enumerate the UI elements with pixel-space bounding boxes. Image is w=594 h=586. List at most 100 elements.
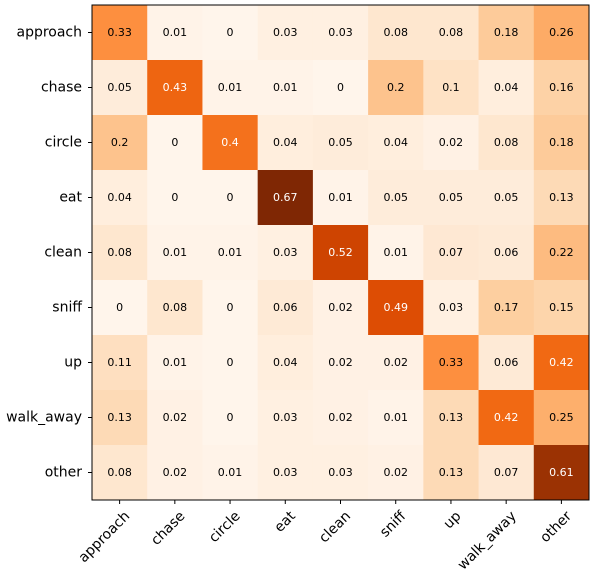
heatmap-cell-clean-sniff xyxy=(368,225,424,281)
x-tick-label-circle: circle xyxy=(206,508,244,546)
cell-value-label: 0.13 xyxy=(439,411,464,424)
x-tick-label-approach: approach xyxy=(76,508,134,566)
heatmap-cell-eat-approach xyxy=(92,170,148,226)
y-tick-label-approach: approach xyxy=(16,25,82,41)
cell-value-label: 0 xyxy=(227,301,234,314)
heatmap-cell-up-eat xyxy=(257,335,314,391)
heatmap-cells: 0.33 0.01 0 0.03 0.03 0.08 0.08 0.18 0.26 0.05 0.4… xyxy=(92,5,590,501)
y-tick-label-chase: chase xyxy=(41,80,82,96)
cell-value-label: 0.06 xyxy=(494,356,519,369)
cell-value-label: 0 xyxy=(171,136,178,149)
heatmap-cell-chase-approach xyxy=(92,60,148,116)
y-tick-label-walk_away: walk_away xyxy=(6,410,82,426)
cell-value-label: 0.03 xyxy=(439,301,464,314)
heatmap-cell-eat-walk_away xyxy=(478,170,535,226)
cell-value-label: 0.42 xyxy=(549,356,574,369)
heatmap-cell-chase-up xyxy=(423,60,480,116)
cell-value-label: 0.15 xyxy=(549,301,574,314)
cell-value-label: 0.08 xyxy=(107,246,132,259)
heatmap-cell-up-up xyxy=(423,335,480,391)
heatmap-cell-circle-walk_away xyxy=(478,115,535,171)
cell-value-label: 0.02 xyxy=(439,136,464,149)
y-tick-label-sniff: sniff xyxy=(52,300,82,316)
heatmap-cell-eat-sniff xyxy=(368,170,424,226)
cell-value-label: 0.49 xyxy=(383,301,408,314)
cell-value-label: 0.13 xyxy=(107,411,132,424)
heatmap-cell-circle-other xyxy=(533,115,590,171)
cell-value-label: 0.01 xyxy=(163,26,188,39)
cell-value-label: 0.18 xyxy=(494,26,519,39)
y-tick-label-other: other xyxy=(45,465,83,481)
cell-value-label: 0.05 xyxy=(383,191,408,204)
cell-value-label: 0.04 xyxy=(273,356,298,369)
cell-value-label: 0.01 xyxy=(218,466,243,479)
cell-value-label: 0.01 xyxy=(163,356,188,369)
cell-value-label: 0.33 xyxy=(107,26,132,39)
cell-value-label: 0.04 xyxy=(383,136,408,149)
cell-value-label: 0.03 xyxy=(273,466,298,479)
heatmap-cell-approach-eat xyxy=(257,5,314,61)
heatmap-cell-eat-up xyxy=(423,170,480,226)
heatmap-cell-walk_away-approach xyxy=(92,390,148,446)
cell-value-label: 0.16 xyxy=(549,81,574,94)
cell-value-label: 0 xyxy=(116,301,123,314)
heatmap-cell-eat-eat xyxy=(257,170,314,226)
y-axis: approach chase circle eat clean sniff up walk_a… xyxy=(6,25,92,481)
heatmap-cell-circle-eat xyxy=(257,115,314,171)
cell-value-label: 0.18 xyxy=(549,136,574,149)
heatmap-cell-chase-walk_away xyxy=(478,60,535,116)
cell-value-label: 0.05 xyxy=(107,81,132,94)
x-tick-label-eat: eat xyxy=(272,508,300,536)
heatmap-cell-approach-chase xyxy=(147,5,203,61)
heatmap-cell-clean-other xyxy=(533,225,590,281)
heatmap-cell-approach-sniff xyxy=(368,5,424,61)
heatmap-cell-walk_away-clean xyxy=(312,390,369,446)
heatmap-cell-sniff-approach xyxy=(92,280,148,336)
heatmap-cell-approach-clean xyxy=(312,5,369,61)
heatmap-cell-clean-clean xyxy=(312,225,369,281)
cell-value-label: 0.05 xyxy=(439,191,464,204)
heatmap-cell-chase-chase xyxy=(147,60,203,116)
cell-value-label: 0.1 xyxy=(442,81,460,94)
heatmap-cell-sniff-circle xyxy=(202,280,259,336)
cell-value-label: 0 xyxy=(227,411,234,424)
cell-value-label: 0.13 xyxy=(439,466,464,479)
cell-value-label: 0.01 xyxy=(328,191,353,204)
heatmap-cell-other-sniff xyxy=(368,445,424,501)
cell-value-label: 0.06 xyxy=(273,301,298,314)
heatmap-cell-chase-circle xyxy=(202,60,259,116)
cell-value-label: 0.08 xyxy=(163,301,188,314)
cell-value-label: 0.42 xyxy=(494,411,519,424)
cell-value-label: 0.4 xyxy=(221,136,239,149)
cell-value-label: 0 xyxy=(337,81,344,94)
x-tick-label-clean: clean xyxy=(316,508,354,546)
heatmap-cell-approach-approach xyxy=(92,5,148,61)
cell-value-label: 0.05 xyxy=(328,136,353,149)
cell-value-label: 0.01 xyxy=(218,81,243,94)
heatmap-cell-circle-clean xyxy=(312,115,369,171)
heatmap-cell-other-clean xyxy=(312,445,369,501)
heatmap-cell-clean-chase xyxy=(147,225,203,281)
cell-value-label: 0.67 xyxy=(273,191,298,204)
y-tick-label-clean: clean xyxy=(44,245,82,261)
cell-value-label: 0.33 xyxy=(439,356,464,369)
heatmap-cell-clean-approach xyxy=(92,225,148,281)
heatmap-cell-eat-circle xyxy=(202,170,259,226)
heatmap-cell-up-approach xyxy=(92,335,148,391)
heatmap-cell-clean-up xyxy=(423,225,480,281)
cell-value-label: 0 xyxy=(171,191,178,204)
heatmap-cell-sniff-walk_away xyxy=(478,280,535,336)
cell-value-label: 0.11 xyxy=(107,356,132,369)
heatmap-cell-other-circle xyxy=(202,445,259,501)
heatmap-cell-other-up xyxy=(423,445,480,501)
heatmap-cell-sniff-clean xyxy=(312,280,369,336)
cell-value-label: 0.03 xyxy=(273,246,298,259)
x-axis: approach chase circle eat clean sniff upwalk_a… xyxy=(76,500,575,573)
y-tick-label-eat: eat xyxy=(59,190,82,206)
cell-value-label: 0.2 xyxy=(387,81,405,94)
heatmap-cell-chase-eat xyxy=(257,60,314,116)
heatmap-cell-up-chase xyxy=(147,335,203,391)
heatmap-cell-other-approach xyxy=(92,445,148,501)
heatmap-cell-eat-chase xyxy=(147,170,203,226)
